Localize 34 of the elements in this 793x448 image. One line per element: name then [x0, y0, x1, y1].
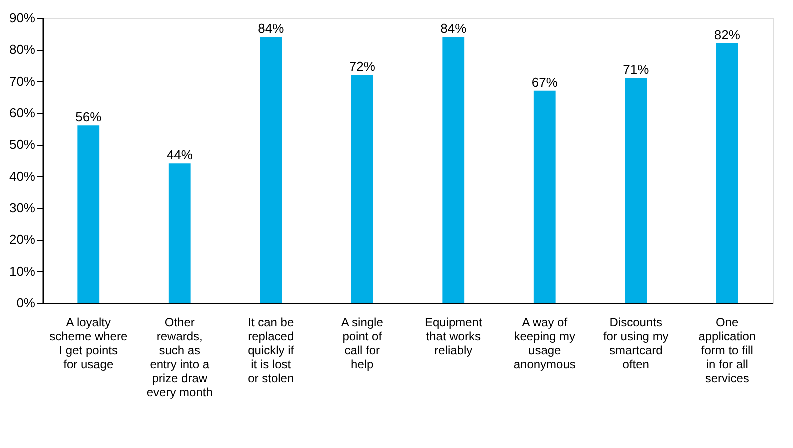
y-tick-label: 20% [9, 232, 36, 248]
bar [78, 126, 100, 303]
data-label: 72% [349, 59, 376, 74]
x-tick-label: Discounts for using my smartcard often [603, 316, 669, 372]
bar [716, 43, 738, 303]
data-label: 71% [623, 62, 650, 78]
x-tick-label: A single point of call for help [341, 316, 384, 372]
y-tick-label: 80% [9, 42, 36, 58]
data-label: 84% [440, 21, 468, 36]
data-label: 82% [714, 27, 741, 42]
x-tick-label: Other rewards, such as entry into a prize draw every month [146, 316, 213, 400]
x-tick-label: A way of keeping my usage anonymous [514, 316, 576, 372]
y-tick-label: 90% [9, 10, 36, 26]
data-label: 67% [532, 74, 558, 90]
bar [168, 164, 191, 303]
y-tick-label: 60% [9, 106, 36, 120]
bar [534, 90, 556, 303]
bar [625, 78, 648, 303]
bar [260, 37, 282, 303]
bar [442, 37, 465, 303]
y-tick-label: 70% [9, 74, 36, 89]
x-tick-label: A loyalty scheme where I get points for usage [50, 316, 128, 372]
x-tick-label: It can be replaced quickly if it is lost or stolen [248, 316, 295, 386]
bar [351, 75, 374, 303]
data-label: 56% [76, 110, 102, 125]
data-label: 44% [166, 148, 194, 163]
x-tick-label: One application form to fill in for all services [698, 316, 756, 386]
y-tick-label: 50% [9, 137, 36, 152]
y-tick-label: 30% [9, 200, 36, 216]
y-tick-label: 0% [16, 296, 36, 310]
data-label: 84% [258, 21, 285, 36]
x-tick-label: Equipment that works reliably [424, 316, 483, 358]
y-tick-label: 10% [9, 264, 36, 279]
y-tick-label: 40% [9, 168, 36, 184]
